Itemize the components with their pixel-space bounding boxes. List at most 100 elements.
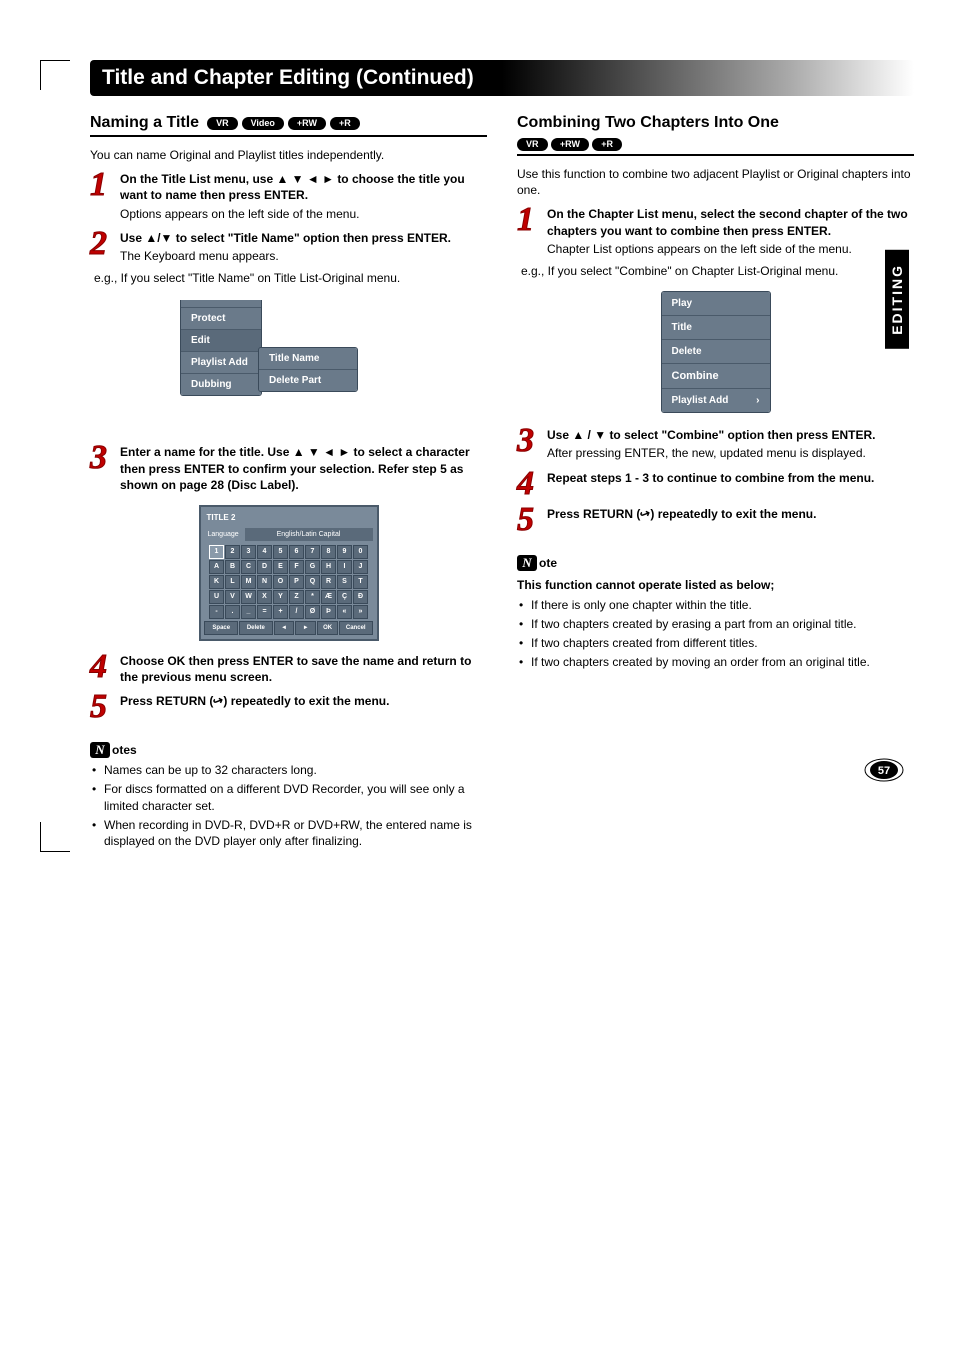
pill-plus-r: +R <box>592 138 622 151</box>
kb-bottom-btn[interactable]: Space <box>204 621 238 635</box>
keyboard-bottom-row: SpaceDelete◄►OKCancel <box>205 621 373 635</box>
kb-key[interactable]: 6 <box>289 545 304 559</box>
kb-key[interactable]: S <box>337 575 352 589</box>
kb-key[interactable]: I <box>337 560 352 574</box>
kb-key[interactable]: = <box>257 605 272 619</box>
kb-key[interactable]: L <box>225 575 240 589</box>
menu-item-cut[interactable] <box>181 300 261 308</box>
kb-key[interactable]: K <box>209 575 224 589</box>
menu-item[interactable]: Delete Part <box>259 370 357 391</box>
step4-bold: Choose OK then press ENTER to save the n… <box>120 653 487 685</box>
kb-key[interactable]: U <box>209 590 224 604</box>
kb-key[interactable]: Q <box>305 575 320 589</box>
kb-lang-label: Language <box>205 528 245 541</box>
note-item: If two chapters created from different t… <box>531 635 914 652</box>
pill-vr: VR <box>517 138 548 151</box>
page-number-badge: 57 <box>864 758 904 782</box>
menu-item[interactable]: Delete <box>662 340 770 364</box>
kb-key[interactable]: 7 <box>305 545 320 559</box>
note-item: If two chapters created by erasing a par… <box>531 616 914 633</box>
kb-key[interactable]: Æ <box>321 590 336 604</box>
kb-key[interactable]: D <box>257 560 272 574</box>
kb-key[interactable]: G <box>305 560 320 574</box>
combine-step-3: 3 Use ▲ / ▼ to select "Combine" option t… <box>517 427 914 461</box>
kb-key[interactable]: Y <box>273 590 288 604</box>
kb-key[interactable]: 5 <box>273 545 288 559</box>
kb-key[interactable]: C <box>241 560 256 574</box>
kb-key[interactable]: A <box>209 560 224 574</box>
right-column: Combining Two Chapters Into One VR +RW +… <box>517 114 914 852</box>
pill-plus-r: +R <box>330 117 360 130</box>
kb-key[interactable]: 3 <box>241 545 256 559</box>
kb-key[interactable]: M <box>241 575 256 589</box>
kb-key[interactable]: 1 <box>209 545 224 559</box>
kb-key[interactable]: 2 <box>225 545 240 559</box>
kb-key[interactable]: B <box>225 560 240 574</box>
kb-key[interactable]: X <box>257 590 272 604</box>
cstep1-norm: Chapter List options appears on the left… <box>547 241 914 257</box>
kb-bottom-btn[interactable]: Delete <box>239 621 273 635</box>
kb-key[interactable]: . <box>225 605 240 619</box>
note-glyph-icon: N <box>517 555 537 571</box>
notes-heading: N otes <box>90 742 487 758</box>
kb-bottom-btn[interactable]: OK <box>317 621 338 635</box>
section-head-naming: Naming a Title VR Video +RW +R <box>90 114 487 137</box>
kb-key[interactable]: Ø <box>305 605 320 619</box>
pill-vr: VR <box>207 117 238 130</box>
kb-bottom-btn[interactable]: ◄ <box>274 621 295 635</box>
kb-key[interactable]: W <box>241 590 256 604</box>
kb-key[interactable]: - <box>209 605 224 619</box>
kb-key[interactable]: F <box>289 560 304 574</box>
menu-item[interactable]: Playlist Add <box>181 352 261 374</box>
kb-bottom-btn[interactable]: ► <box>295 621 316 635</box>
step1-norm: Options appears on the left side of the … <box>120 206 487 222</box>
kb-key[interactable]: H <box>321 560 336 574</box>
kb-key[interactable]: N <box>257 575 272 589</box>
kb-key[interactable]: Ð <box>353 590 368 604</box>
pill-plus-rw: +RW <box>288 117 326 130</box>
kb-key[interactable]: + <box>273 605 288 619</box>
kb-key[interactable]: O <box>273 575 288 589</box>
menu-item[interactable]: Play <box>662 292 770 316</box>
kb-key[interactable]: » <box>353 605 368 619</box>
note-label: ote <box>539 556 557 570</box>
combine-step-5: 5 Press RETURN (↩) repeatedly to exit th… <box>517 506 914 535</box>
menu-item[interactable]: Title Name <box>259 348 357 370</box>
kb-key[interactable]: « <box>337 605 352 619</box>
menu-item[interactable]: Dubbing <box>181 374 261 395</box>
side-tab: EDITING <box>885 250 909 349</box>
kb-key[interactable]: V <box>225 590 240 604</box>
menu-item[interactable]: Protect <box>181 308 261 330</box>
kb-key[interactable]: E <box>273 560 288 574</box>
kb-lang-value[interactable]: English/Latin Capital <box>245 528 373 541</box>
step2-norm: The Keyboard menu appears. <box>120 248 487 264</box>
kb-key[interactable]: _ <box>241 605 256 619</box>
kb-key[interactable]: R <box>321 575 336 589</box>
menu-item[interactable]: Title <box>662 316 770 340</box>
kb-key[interactable]: 8 <box>321 545 336 559</box>
kb-key[interactable]: 4 <box>257 545 272 559</box>
kb-key[interactable]: 0 <box>353 545 368 559</box>
title-options-menu: Protect Edit Playlist Add Dubbing Title … <box>180 300 487 430</box>
step-number-icon: 4 <box>517 470 541 499</box>
kb-key[interactable]: Ç <box>337 590 352 604</box>
left-column: Naming a Title VR Video +RW +R You can n… <box>90 114 487 852</box>
kb-bottom-btn[interactable]: Cancel <box>339 621 373 635</box>
kb-key[interactable]: Z <box>289 590 304 604</box>
kb-key[interactable]: T <box>353 575 368 589</box>
note-item: If there is only one chapter within the … <box>531 597 914 614</box>
kb-key[interactable]: Þ <box>321 605 336 619</box>
kb-key[interactable]: / <box>289 605 304 619</box>
menu-item[interactable]: Combine <box>662 364 770 389</box>
step-number-icon: 5 <box>517 506 541 535</box>
kb-key[interactable]: P <box>289 575 304 589</box>
kb-key[interactable]: J <box>353 560 368 574</box>
menu-item[interactable]: Playlist Add› <box>662 389 770 412</box>
kb-key[interactable]: 9 <box>337 545 352 559</box>
kb-key[interactable]: * <box>305 590 320 604</box>
step-number-icon: 5 <box>90 693 114 722</box>
keyboard-grid: 1234567890 ABCDEFGHIJ KLMNOPQRST UVWXYZ*ÆÇÐ… <box>205 545 373 619</box>
note-heading: N ote <box>517 555 914 571</box>
cstep3-bold: Use ▲ / ▼ to select "Combine" option the… <box>547 427 914 443</box>
menu-item[interactable]: Edit <box>181 330 261 352</box>
